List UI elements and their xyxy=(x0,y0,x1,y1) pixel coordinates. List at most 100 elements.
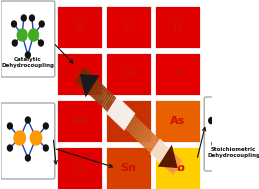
Polygon shape xyxy=(135,125,146,141)
Bar xyxy=(154,146,201,189)
Polygon shape xyxy=(157,145,168,161)
Polygon shape xyxy=(85,76,96,92)
Circle shape xyxy=(209,118,214,124)
Circle shape xyxy=(25,155,30,161)
Polygon shape xyxy=(145,134,156,150)
Polygon shape xyxy=(149,137,159,153)
Polygon shape xyxy=(160,148,171,164)
Polygon shape xyxy=(96,87,107,103)
Polygon shape xyxy=(106,96,135,131)
Polygon shape xyxy=(163,152,174,167)
Polygon shape xyxy=(158,145,178,168)
Polygon shape xyxy=(114,105,125,120)
Bar xyxy=(154,5,201,49)
Polygon shape xyxy=(77,68,88,84)
Polygon shape xyxy=(132,122,143,137)
Circle shape xyxy=(12,40,17,46)
Circle shape xyxy=(212,141,217,147)
Polygon shape xyxy=(142,131,153,147)
Polygon shape xyxy=(80,72,91,87)
Polygon shape xyxy=(139,128,149,144)
Polygon shape xyxy=(126,115,136,131)
Circle shape xyxy=(14,131,25,145)
Polygon shape xyxy=(80,74,100,97)
Polygon shape xyxy=(119,109,130,125)
Bar xyxy=(105,99,152,143)
Polygon shape xyxy=(127,117,138,133)
Circle shape xyxy=(39,21,44,27)
Bar xyxy=(56,99,103,143)
Circle shape xyxy=(21,15,26,21)
Bar xyxy=(56,5,103,49)
Polygon shape xyxy=(110,100,120,115)
FancyBboxPatch shape xyxy=(1,1,55,77)
Polygon shape xyxy=(147,136,158,152)
Circle shape xyxy=(30,15,34,21)
Polygon shape xyxy=(118,108,128,123)
Bar xyxy=(105,146,152,189)
Polygon shape xyxy=(131,120,141,136)
Circle shape xyxy=(221,116,237,136)
Circle shape xyxy=(222,101,227,107)
Circle shape xyxy=(8,145,12,151)
Polygon shape xyxy=(116,106,127,122)
Text: C: C xyxy=(125,22,133,32)
Circle shape xyxy=(29,29,39,41)
Circle shape xyxy=(43,123,48,129)
Polygon shape xyxy=(95,86,105,101)
Bar xyxy=(56,52,103,96)
Text: B: B xyxy=(76,22,84,32)
Circle shape xyxy=(25,52,30,58)
Text: Catalytic
Dehydrocoupling: Catalytic Dehydrocoupling xyxy=(1,57,54,68)
Circle shape xyxy=(43,145,48,151)
Polygon shape xyxy=(168,156,179,172)
Text: As: As xyxy=(170,116,185,126)
Polygon shape xyxy=(103,94,114,109)
Circle shape xyxy=(241,141,246,147)
Circle shape xyxy=(231,101,236,107)
Polygon shape xyxy=(101,92,112,108)
Polygon shape xyxy=(111,101,122,117)
Polygon shape xyxy=(129,119,140,134)
Polygon shape xyxy=(78,70,89,86)
Polygon shape xyxy=(150,139,161,155)
Bar xyxy=(56,146,103,189)
Polygon shape xyxy=(113,103,123,119)
Polygon shape xyxy=(137,126,148,142)
Polygon shape xyxy=(98,89,109,105)
Polygon shape xyxy=(124,114,135,130)
Polygon shape xyxy=(171,159,182,175)
FancyBboxPatch shape xyxy=(1,103,55,179)
Polygon shape xyxy=(90,81,100,97)
Text: Si: Si xyxy=(123,69,135,79)
Polygon shape xyxy=(155,144,166,159)
Polygon shape xyxy=(154,142,164,158)
Polygon shape xyxy=(167,155,177,170)
Text: In: In xyxy=(74,163,86,173)
Circle shape xyxy=(17,29,27,41)
Polygon shape xyxy=(159,147,169,163)
FancyBboxPatch shape xyxy=(204,97,259,171)
Polygon shape xyxy=(121,111,132,126)
Polygon shape xyxy=(108,98,119,114)
Circle shape xyxy=(245,118,249,124)
Polygon shape xyxy=(91,83,102,98)
Text: Al: Al xyxy=(74,69,86,79)
Polygon shape xyxy=(106,97,117,112)
Circle shape xyxy=(30,131,42,145)
Text: Ge: Ge xyxy=(120,116,137,126)
Polygon shape xyxy=(144,133,154,148)
Polygon shape xyxy=(140,130,151,145)
Bar xyxy=(105,52,152,96)
Text: Stoichiometric
Dehydrocoupling: Stoichiometric Dehydrocoupling xyxy=(207,147,259,158)
Bar xyxy=(154,99,201,143)
Polygon shape xyxy=(75,67,86,83)
Text: P: P xyxy=(174,69,182,79)
Circle shape xyxy=(8,123,12,129)
Text: Sb: Sb xyxy=(170,163,186,173)
Text: Ga: Ga xyxy=(71,116,88,126)
Polygon shape xyxy=(82,73,92,89)
Polygon shape xyxy=(152,141,163,156)
Circle shape xyxy=(12,21,16,27)
Polygon shape xyxy=(88,79,99,95)
